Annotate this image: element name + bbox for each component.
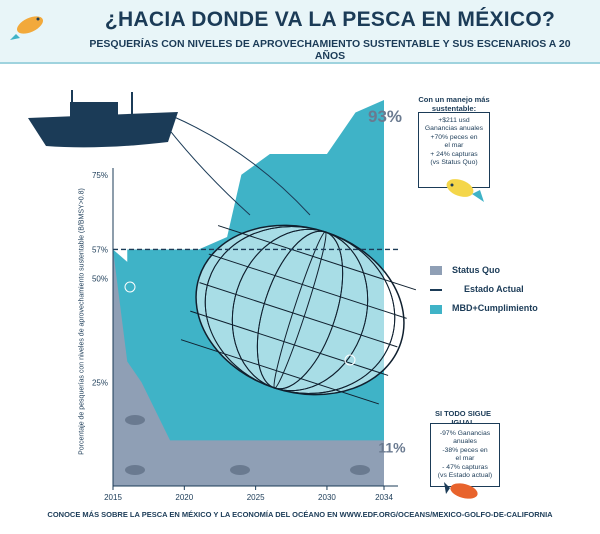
net-rope xyxy=(159,117,251,216)
bubble-icon xyxy=(344,354,356,366)
bubble-icon xyxy=(451,234,463,246)
net-mesh xyxy=(204,226,396,394)
page-subtitle: PESQUERÍAS CON NIVELES DE APROVECHAMIENT… xyxy=(89,38,571,62)
bad-line: - 47% capturas xyxy=(442,463,488,471)
good-line: + 24% capturas xyxy=(430,150,478,158)
x-tick-label: 2025 xyxy=(247,493,265,502)
good-line: +$211 usd xyxy=(438,117,470,124)
legend-status-quo: Status Quo xyxy=(452,265,501,275)
fish-silhouette-icon xyxy=(230,465,250,475)
net-rope xyxy=(171,115,311,216)
net-mesh xyxy=(180,339,379,405)
y-tick-label: 25% xyxy=(92,378,108,387)
fish-silhouette-icon xyxy=(125,465,145,475)
header-band xyxy=(0,0,600,64)
bad-line: -38% peces en xyxy=(442,446,488,454)
footer-text: CONOCE MÁS SOBRE LA PESCA EN MÉXICO Y LA… xyxy=(47,510,553,519)
fish-silhouette-icon xyxy=(350,465,370,475)
good-line: Ganancias anuales xyxy=(424,125,484,133)
net-mesh xyxy=(217,225,417,291)
orange-fish-icon xyxy=(444,482,478,499)
bad-line: el mar xyxy=(455,455,475,463)
good-scenario-box: +$211 usd Ganancias anuales +70% peces e… xyxy=(418,112,490,188)
bad-line: -97% Ganancias xyxy=(439,430,491,437)
page-title: ¿HACIA DONDE VA LA PESCA EN MÉXICO? xyxy=(104,8,556,31)
y-tick-label: 50% xyxy=(92,275,108,284)
series-area-status-quo xyxy=(113,249,384,486)
good-scenario-title: Con un manejo más sustentable: xyxy=(418,95,490,113)
net-mesh xyxy=(199,282,398,348)
legend-swatch-estado-actual xyxy=(430,289,442,291)
fish-silhouette-icon xyxy=(125,415,145,425)
boat-cabin xyxy=(70,102,118,118)
boat-hull xyxy=(28,112,178,148)
x-tick-label: 2015 xyxy=(104,493,122,502)
end-value-mbd: 93% xyxy=(368,107,402,126)
logo-fish-icon xyxy=(10,16,44,40)
legend-mbd: MBD+Cumplimiento xyxy=(452,303,538,313)
good-line: el mar xyxy=(444,142,464,150)
bad-scenario-title: SI TODO SIGUE IGUAL xyxy=(434,409,492,427)
y-axis-label: Porcentaje de pesquerías con niveles de … xyxy=(78,188,86,455)
y-tick-label: 75% xyxy=(92,171,108,180)
good-line: (vs Status Quo) xyxy=(430,159,478,167)
bubble-icon xyxy=(124,281,136,293)
y-tick-label: 57% xyxy=(92,245,108,254)
bad-line: anuales xyxy=(453,438,477,446)
net-mesh xyxy=(190,310,389,376)
good-line: +70% peces en xyxy=(430,133,478,141)
x-tick-label: 2030 xyxy=(318,493,336,502)
yellow-fish-icon xyxy=(446,179,484,202)
net-mesh xyxy=(208,253,407,319)
bad-line: (vs Estado actual) xyxy=(437,472,493,480)
legend-swatch-mbd xyxy=(430,305,442,314)
end-value-status-quo: 11% xyxy=(378,439,406,455)
x-tick-label: 2034 xyxy=(375,493,393,502)
bad-scenario-box: -97% Ganancias anuales -38% peces en el … xyxy=(430,423,500,487)
legend-estado-actual: Estado Actual xyxy=(464,284,524,294)
legend-swatch-status-quo xyxy=(430,266,442,275)
x-tick-label: 2020 xyxy=(175,493,193,502)
